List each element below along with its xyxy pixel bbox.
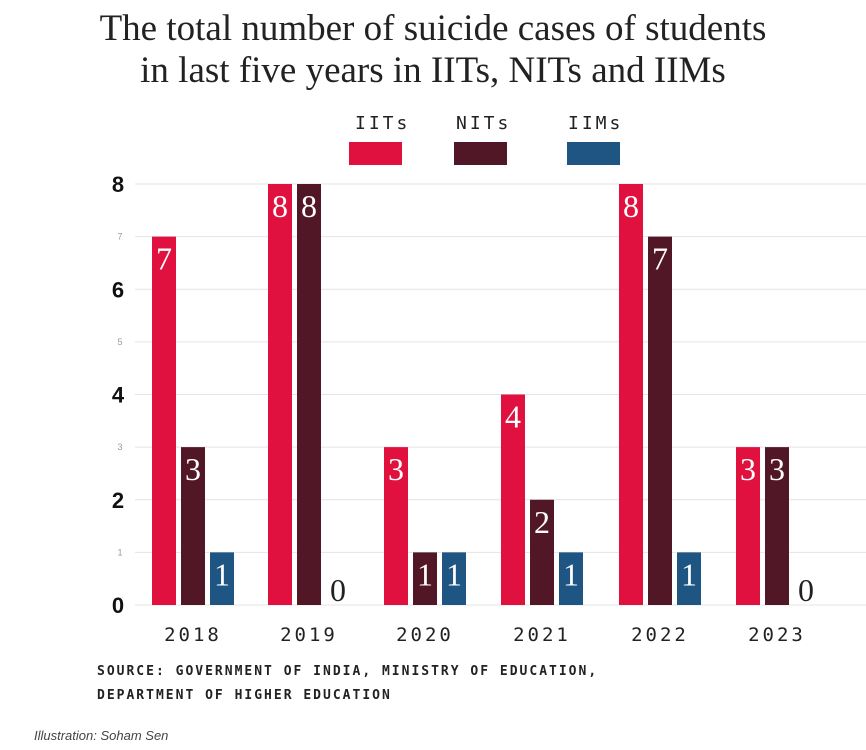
illustration-credit: Illustration: Soham Sen <box>34 728 169 743</box>
x-tick-label: 2021 <box>513 624 571 646</box>
legend-label-iims: IIMs <box>568 113 624 134</box>
x-tick-label: 2018 <box>164 624 222 646</box>
bar-nits-2021 <box>530 499 554 605</box>
bar-iits-2019 <box>268 184 292 605</box>
title-line-2: in last five years in IITs, NITs and IIM… <box>140 50 726 91</box>
bar-iims-2020 <box>442 552 466 605</box>
data-label: 7 <box>156 241 172 277</box>
bar-iims-2018 <box>210 552 234 605</box>
bar-iims-2022 <box>677 552 701 605</box>
y-tick-label: 2 <box>112 488 124 513</box>
data-label: 2 <box>534 504 550 540</box>
bar-iits-2022 <box>619 184 643 605</box>
data-label: 1 <box>681 556 697 592</box>
data-label: 4 <box>505 399 521 435</box>
data-label: 3 <box>185 451 201 487</box>
data-label: 0 <box>330 572 346 608</box>
data-label: 1 <box>446 556 462 592</box>
y-tick-label: 6 <box>112 277 124 302</box>
data-label: 1 <box>214 556 230 592</box>
x-tick-label: 2022 <box>631 624 689 646</box>
chart-title: The total number of suicide cases of stu… <box>0 8 866 92</box>
legend-swatch-iits <box>349 142 402 165</box>
legend-swatch-nits <box>454 142 507 165</box>
data-label: 1 <box>563 556 579 592</box>
bar-nits-2018 <box>181 447 205 605</box>
y-tick-label: 7 <box>117 232 122 242</box>
y-tick-label: 1 <box>117 547 122 557</box>
x-tick-label: 2023 <box>748 624 806 646</box>
data-label: 8 <box>301 188 317 224</box>
data-label: 8 <box>623 188 639 224</box>
data-label: 0 <box>798 572 814 608</box>
data-label: 1 <box>417 556 433 592</box>
bar-iits-2020 <box>384 447 408 605</box>
bar-iits-2021 <box>501 394 525 605</box>
y-tick-label: 0 <box>112 593 124 618</box>
x-tick-label: 2019 <box>280 624 338 646</box>
y-tick-label: 5 <box>117 337 122 347</box>
data-label: 3 <box>740 451 756 487</box>
source-line-2: DEPARTMENT OF HIGHER EDUCATION <box>97 688 392 703</box>
bar-nits-2019 <box>297 184 321 605</box>
source-line-1: SOURCE: GOVERNMENT OF INDIA, MINISTRY OF… <box>97 664 599 679</box>
y-tick-label: 3 <box>117 442 122 452</box>
title-line-1: The total number of suicide cases of stu… <box>99 8 767 49</box>
y-tick-label: 8 <box>112 172 124 197</box>
bar-nits-2023 <box>765 447 789 605</box>
bar-iits-2018 <box>152 236 176 605</box>
data-label: 3 <box>769 451 785 487</box>
legend-label-nits: NITs <box>456 113 512 134</box>
data-label: 7 <box>652 241 668 277</box>
data-label: 3 <box>388 451 404 487</box>
x-tick-label: 2020 <box>396 624 454 646</box>
bar-nits-2022 <box>648 236 672 605</box>
legend-label-iits: IITs <box>355 113 411 134</box>
bar-nits-2020 <box>413 552 437 605</box>
data-label: 8 <box>272 188 288 224</box>
legend-swatch-iims <box>567 142 620 165</box>
bar-iits-2023 <box>736 447 760 605</box>
y-tick-label: 4 <box>112 383 125 408</box>
bar-iims-2021 <box>559 552 583 605</box>
